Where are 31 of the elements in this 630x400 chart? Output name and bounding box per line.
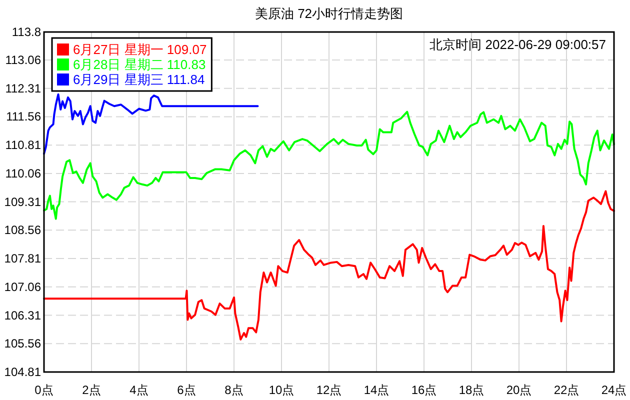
legend-label: 6月27日 星期一 109.07 bbox=[73, 42, 207, 57]
x-tick-label: 0点 bbox=[34, 383, 54, 397]
y-tick-label: 110.06 bbox=[5, 166, 42, 180]
y-tick-label: 106.31 bbox=[4, 308, 42, 322]
y-tick-label: 113.8 bbox=[12, 25, 42, 39]
x-tick-label: 14点 bbox=[364, 383, 390, 397]
x-tick-label: 12点 bbox=[316, 383, 342, 397]
y-tick-label: 105.56 bbox=[4, 336, 42, 351]
x-tick-label: 16点 bbox=[411, 383, 437, 397]
x-tick-label: 8点 bbox=[224, 383, 244, 397]
y-tick-label: 104.81 bbox=[4, 365, 42, 379]
y-tick-label: 107.06 bbox=[4, 280, 42, 294]
y-tick-label: 109.31 bbox=[4, 194, 42, 209]
x-tick-label: 10点 bbox=[268, 383, 294, 397]
x-tick-label: 20点 bbox=[506, 383, 532, 397]
y-tick-label: 107.81 bbox=[4, 252, 42, 266]
x-tick-label: 18点 bbox=[458, 383, 484, 397]
x-tick-label: 22点 bbox=[554, 383, 580, 397]
x-tick-label: 6点 bbox=[177, 383, 196, 397]
x-tick-label: 2点 bbox=[82, 383, 101, 397]
y-tick-label: 111.56 bbox=[6, 110, 42, 124]
chart-title: 美原油 72小时行情走势图 bbox=[254, 6, 404, 21]
x-tick-label: 24点 bbox=[601, 383, 627, 397]
legend-label: 6月29日 星期三 111.84 bbox=[73, 72, 205, 87]
y-tick-label: 112.31 bbox=[5, 81, 42, 96]
y-tick-label: 110.81 bbox=[5, 138, 42, 152]
y-tick-label: 108.56 bbox=[4, 223, 42, 238]
legend-label: 6月28日 星期二 110.83 bbox=[73, 57, 206, 72]
y-tick-label: 113.06 bbox=[5, 52, 42, 67]
annotation: 北京时间 2022-06-29 09:00:57 bbox=[430, 37, 606, 52]
x-tick-label: 4点 bbox=[130, 383, 148, 397]
